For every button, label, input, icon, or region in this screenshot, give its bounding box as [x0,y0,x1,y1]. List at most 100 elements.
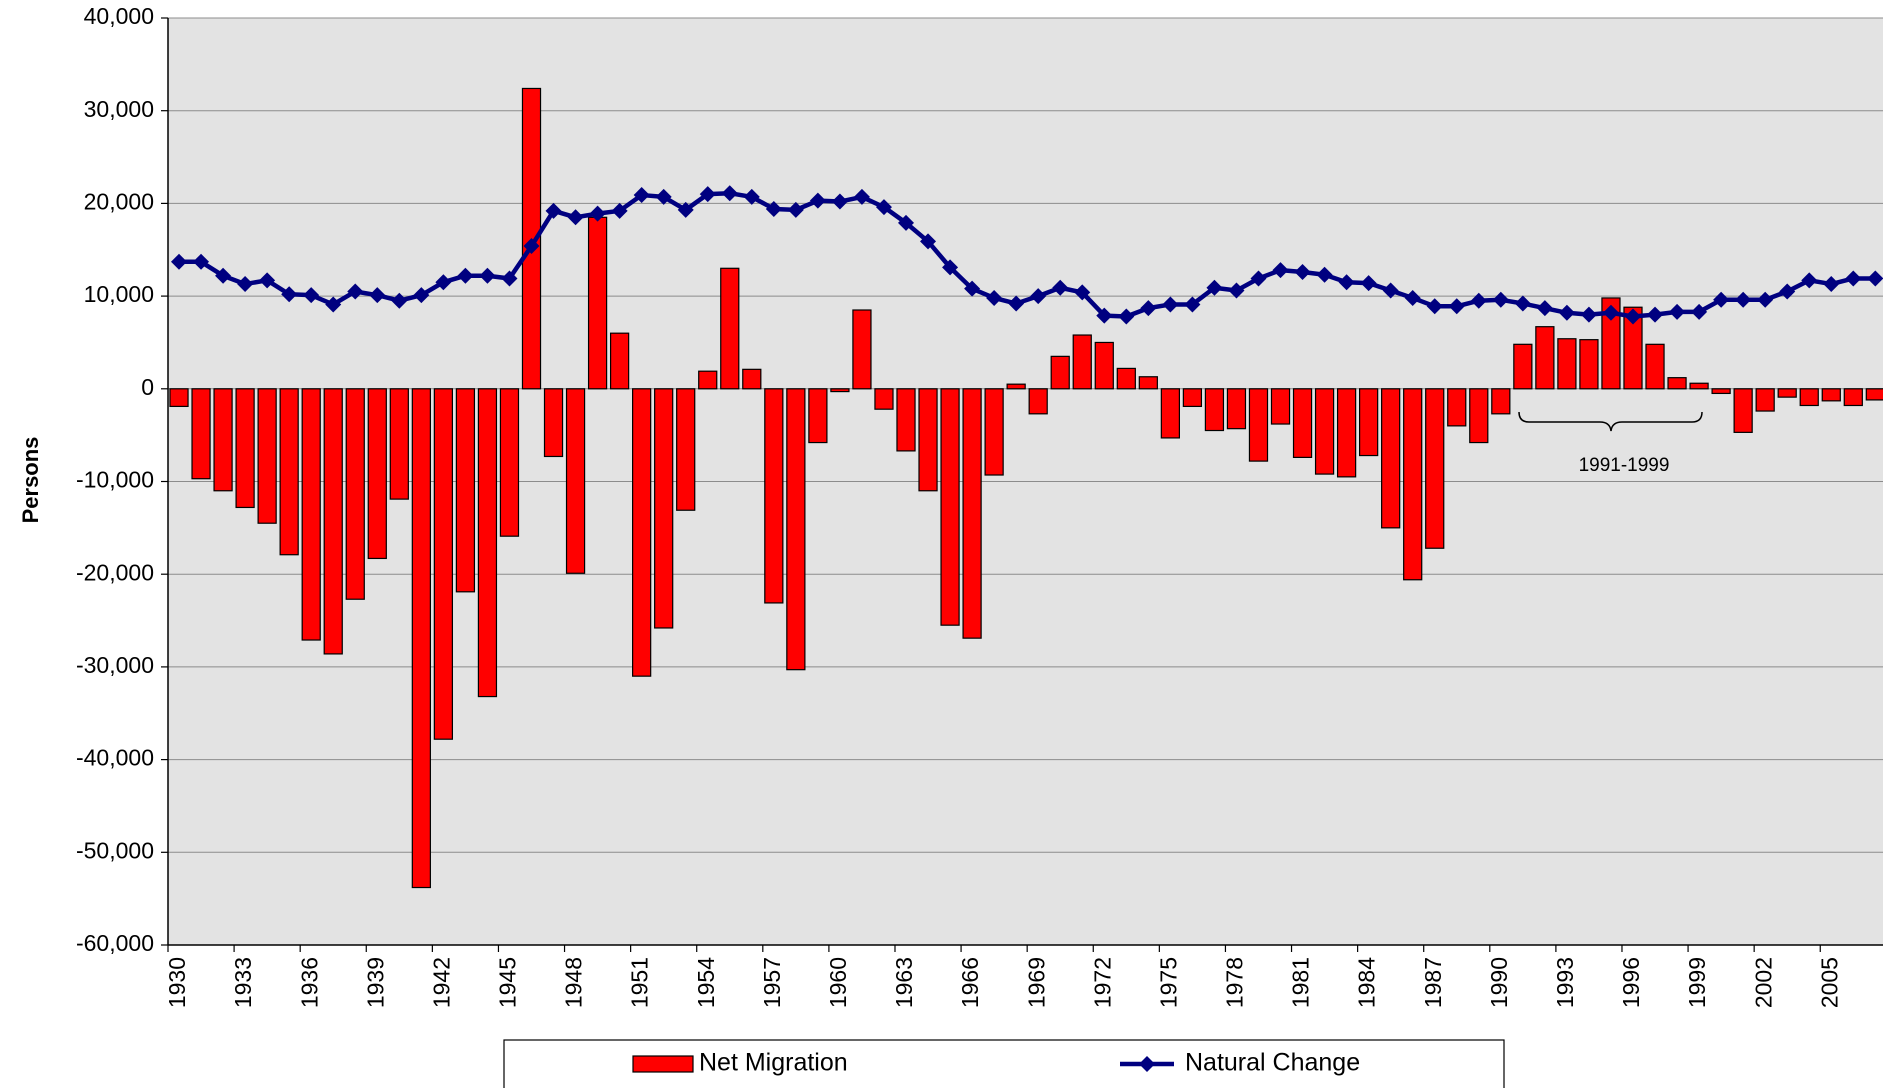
marker [281,286,298,303]
x-tick-label: 1981 [1288,957,1314,1008]
bar [1028,388,1048,415]
marker [1624,308,1641,325]
marker [1779,283,1796,300]
bar [1182,388,1203,408]
marker [1448,298,1465,315]
bar [962,388,982,639]
marker [1250,270,1267,287]
marker [413,287,430,304]
bar [169,388,189,408]
annotation-brace [1518,411,1703,432]
bar [1557,338,1577,390]
marker [831,193,848,210]
bar [1777,388,1797,398]
bar [323,388,343,655]
grid [168,17,1883,946]
x-tick-label: 1939 [362,957,388,1008]
marker [1823,276,1840,293]
marker [1228,282,1245,299]
marker [787,201,804,218]
bar [1447,388,1467,427]
marker [920,233,937,250]
bar [1733,388,1753,433]
bar [433,388,454,740]
x-tick-label: 1960 [825,957,851,1008]
bar [1116,367,1136,390]
marker [942,259,959,276]
bar [786,388,806,671]
x-tick-label: 1963 [891,957,917,1008]
y-tick-label: 0 [141,374,154,400]
legend: Net Migration Natural Change [632,1049,1360,1077]
bar [896,388,916,452]
bar [543,388,564,458]
bar [1425,388,1445,549]
bar [698,370,718,390]
bar [808,388,828,444]
marker [986,289,1003,306]
bar [499,388,520,537]
marker [1360,275,1377,292]
marker [765,200,782,217]
bar [1204,388,1225,432]
bar [1579,339,1599,390]
bar [565,388,586,574]
bar [1689,382,1709,390]
bar [852,309,872,390]
bar [1138,376,1158,390]
y-tick-label: -40,000 [76,745,154,771]
bar [1535,326,1555,390]
annotation: 1991-1999 [1579,455,1670,476]
marker [1426,298,1443,315]
marker [809,192,826,209]
marker [677,201,694,218]
marker [1845,270,1862,287]
bar [1513,343,1533,390]
marker [1338,274,1355,291]
x-tick-label: 2005 [1816,957,1842,1008]
marker [1558,304,1575,321]
legend-label: Net Migration [699,1049,848,1077]
marker [964,280,981,297]
bar [1292,388,1313,458]
x-tick-label: 1987 [1420,957,1446,1008]
bar [830,388,850,393]
marker [237,276,254,293]
marker [633,187,650,204]
marker [875,199,892,216]
marker [1647,306,1664,323]
bar [742,368,762,390]
y-tick-label: -20,000 [76,559,154,585]
y-axis-label: Persons [18,437,43,524]
brace [1518,411,1703,432]
x-tick-label: 1936 [296,957,322,1008]
marker [853,188,870,205]
bar [213,388,233,492]
bar [257,388,277,524]
bar [235,388,255,509]
marker [1801,272,1818,289]
x-tick-label: 1996 [1618,957,1644,1008]
marker [1008,295,1025,312]
y-tick-label: 20,000 [84,188,154,214]
marker [479,267,496,284]
x-tick-label: 1993 [1552,957,1578,1008]
marker [1030,288,1047,305]
bar [1403,388,1423,581]
marker [391,292,408,309]
marker [457,267,474,284]
bar [1843,388,1863,407]
bar-series [169,87,1883,889]
bar [1160,388,1180,439]
bar [1381,388,1401,529]
bar [1050,355,1070,390]
marker [1536,300,1553,317]
bar [676,388,696,511]
x-tick-label: 1930 [164,957,190,1008]
bar [1226,388,1247,430]
legend-marker [1139,1056,1155,1072]
bar [1645,343,1665,390]
marker [259,272,276,289]
marker [501,270,518,287]
